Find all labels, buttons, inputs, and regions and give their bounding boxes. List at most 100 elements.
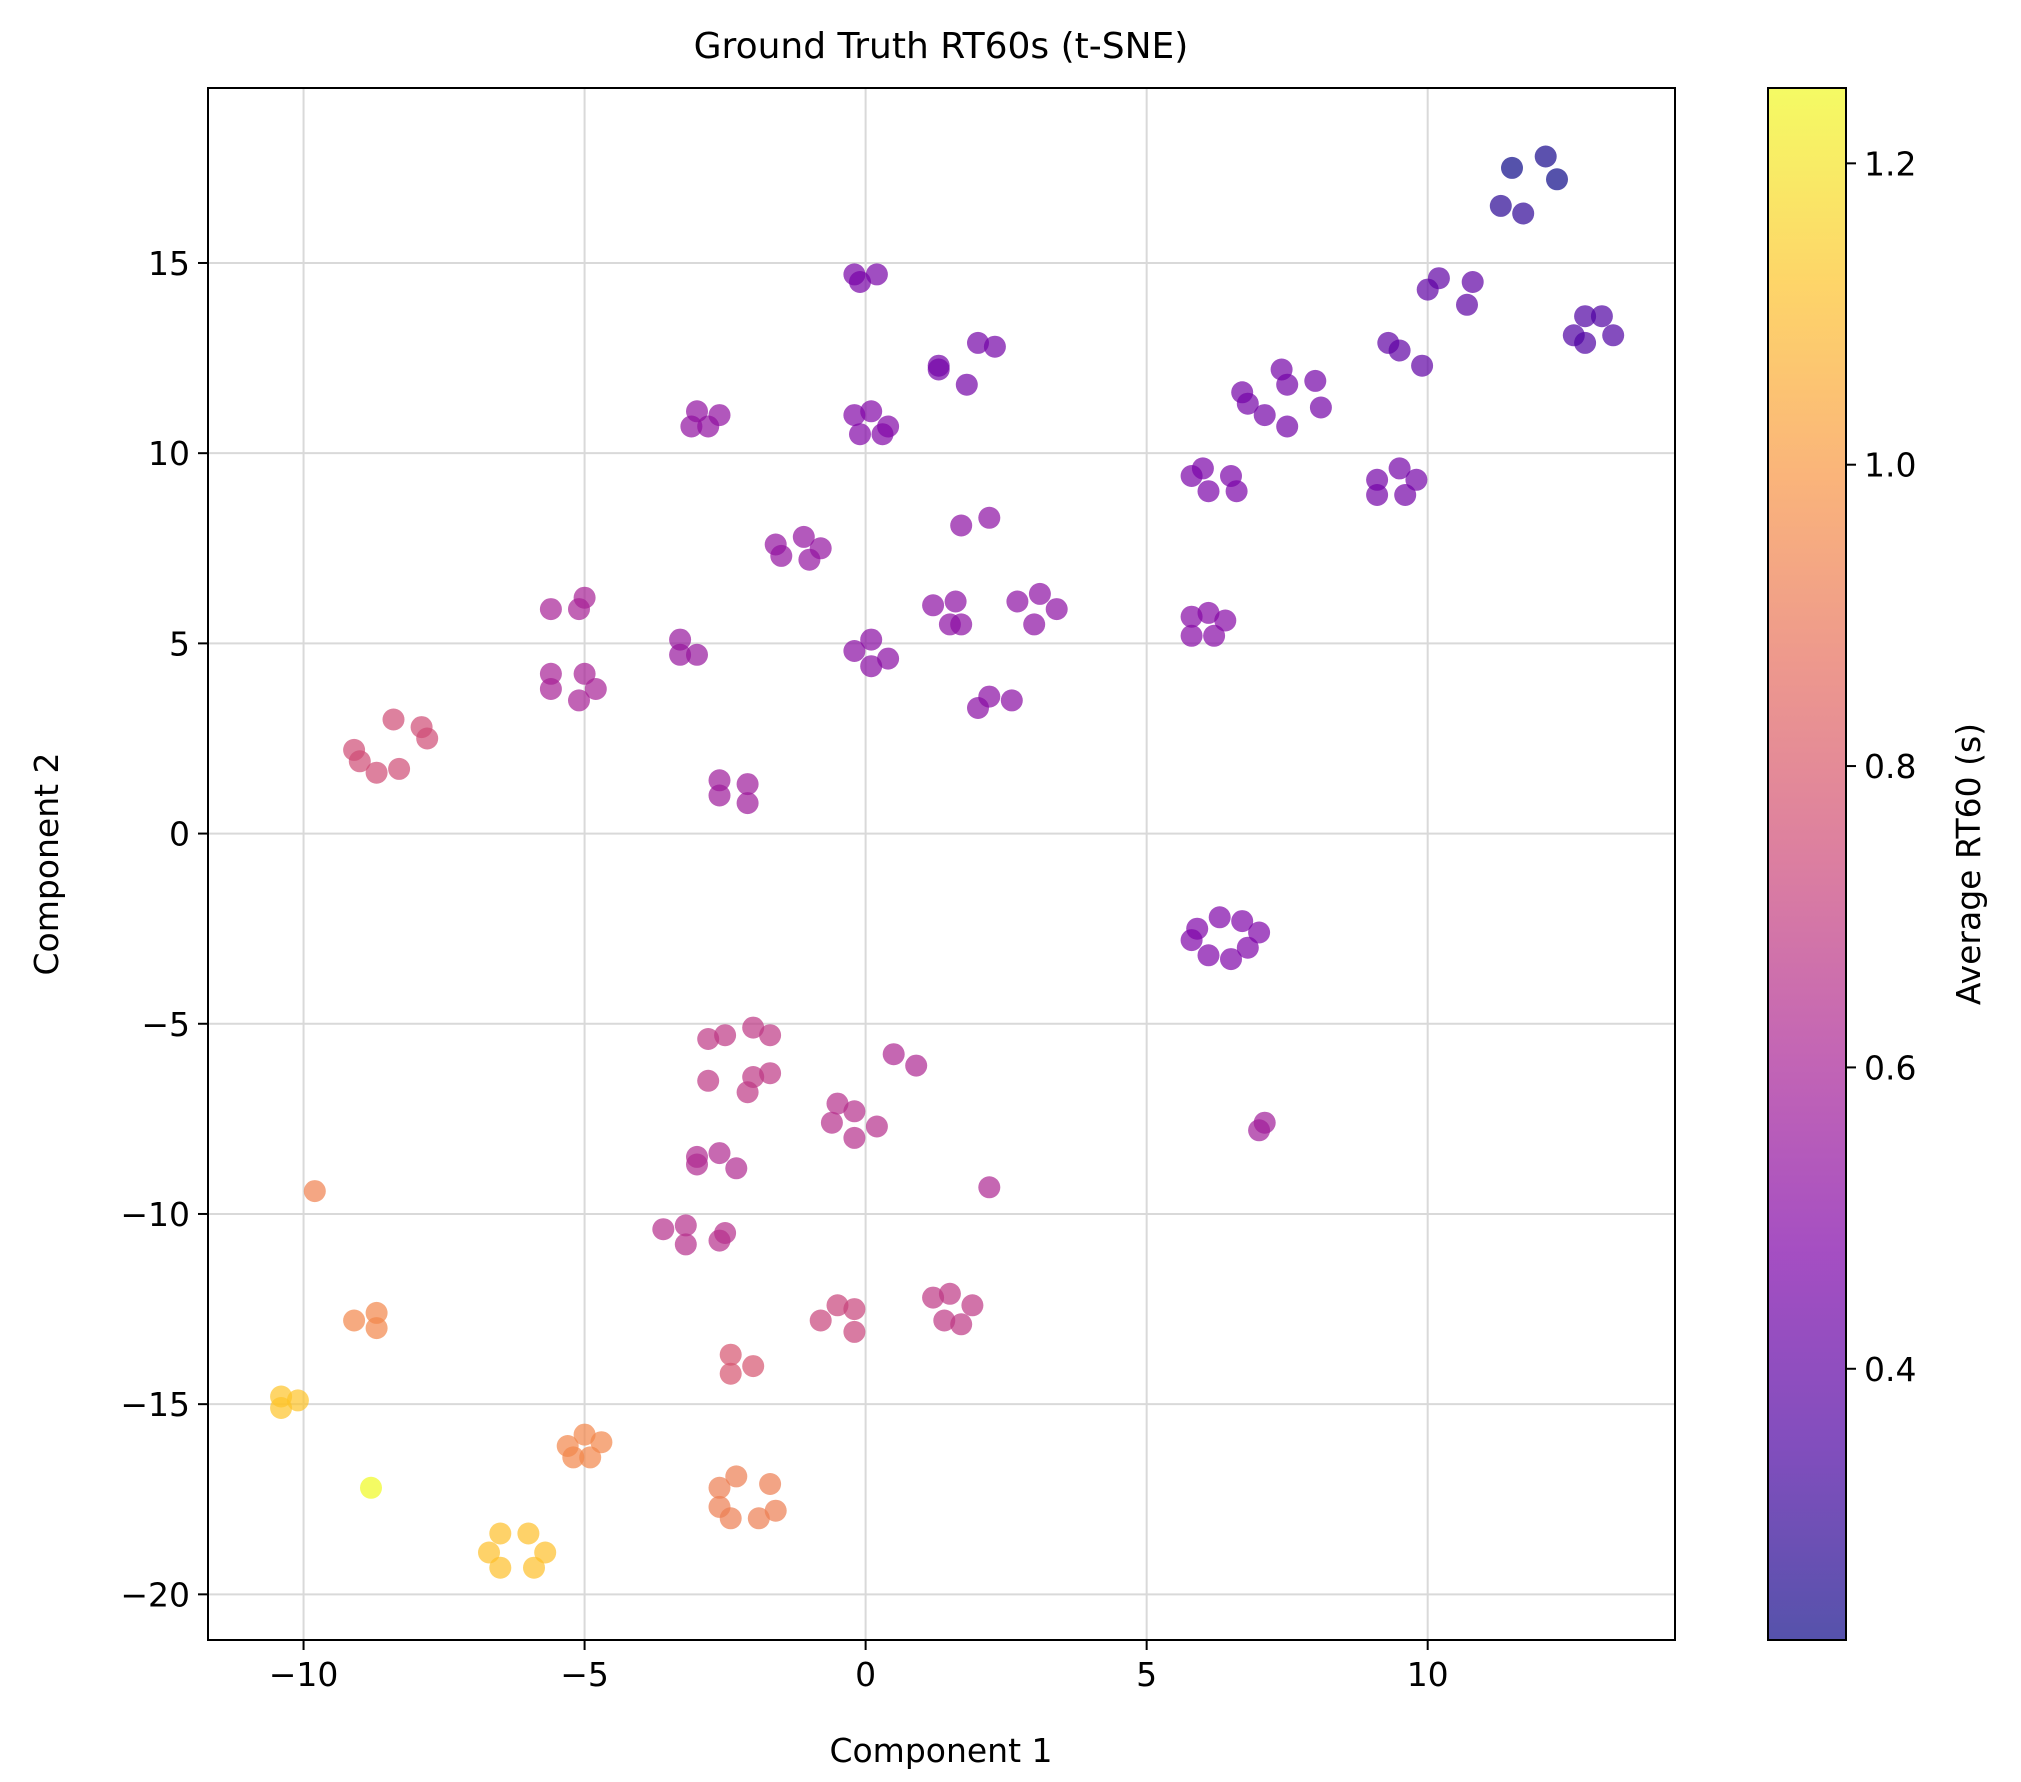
- data-point: [922, 594, 945, 617]
- data-point: [416, 727, 439, 750]
- colorbar-tick-label: 1.0: [1864, 446, 1916, 485]
- data-point: [933, 1309, 956, 1332]
- data-point: [1411, 354, 1434, 377]
- data-point: [669, 643, 692, 666]
- y-tick-label: −15: [120, 1385, 190, 1424]
- data-point: [365, 761, 388, 784]
- data-point: [882, 1043, 905, 1066]
- plot-frame: [207, 87, 1676, 1641]
- data-point: [539, 662, 562, 685]
- data-point: [1574, 305, 1597, 328]
- data-point: [843, 1100, 866, 1123]
- data-point: [697, 415, 720, 438]
- data-point: [967, 331, 989, 354]
- data-point: [719, 1362, 742, 1385]
- data-point: [697, 1028, 720, 1050]
- data-point: [944, 590, 967, 613]
- data-point: [1236, 936, 1259, 959]
- data-point: [843, 1298, 866, 1321]
- data-point: [849, 423, 871, 446]
- data-point: [719, 1507, 742, 1530]
- data-point: [747, 1507, 770, 1530]
- data-point: [843, 1126, 866, 1149]
- data-point: [489, 1522, 512, 1545]
- data-point: [1304, 369, 1327, 392]
- data-point: [1023, 613, 1046, 636]
- data-point: [1191, 457, 1214, 480]
- data-point: [719, 1343, 742, 1366]
- data-point: [938, 1282, 961, 1305]
- data-point: [759, 1062, 782, 1085]
- data-point: [568, 598, 590, 621]
- data-point: [568, 689, 590, 712]
- data-point: [1574, 331, 1597, 354]
- data-point: [270, 1397, 293, 1419]
- data-point: [978, 506, 1001, 529]
- data-point: [1006, 590, 1029, 613]
- colorbar-tick-label: 0.8: [1864, 747, 1916, 786]
- data-point: [686, 643, 708, 666]
- data-point: [877, 415, 900, 438]
- data-point: [562, 1446, 585, 1469]
- data-point: [708, 784, 731, 807]
- data-point: [1366, 468, 1389, 491]
- data-point: [697, 1069, 720, 1092]
- data-point: [1225, 480, 1248, 503]
- data-point: [865, 1115, 888, 1138]
- y-tick-label: 0: [169, 815, 190, 854]
- data-point: [1405, 468, 1428, 491]
- data-point: [1501, 156, 1523, 179]
- x-axis-label: Component 1: [829, 1731, 1052, 1770]
- data-point: [1186, 917, 1209, 940]
- data-point: [360, 1476, 382, 1499]
- data-point: [652, 1218, 675, 1241]
- colorbar-label: Average RT60 (s): [1949, 723, 1988, 1005]
- data-point: [1546, 168, 1568, 191]
- y-tick-label: −10: [120, 1195, 190, 1234]
- data-point: [865, 263, 888, 286]
- data-point: [365, 1317, 388, 1340]
- data-point: [686, 1153, 708, 1176]
- data-point: [1602, 324, 1625, 347]
- data-point: [770, 544, 793, 567]
- x-tick-label: −5: [560, 1655, 609, 1694]
- data-point: [365, 1301, 388, 1324]
- data-point: [927, 358, 950, 381]
- data-point: [539, 598, 562, 621]
- data-point: [792, 525, 815, 548]
- colorbar-tick-label: 0.6: [1864, 1048, 1916, 1087]
- data-point: [1461, 271, 1484, 293]
- data-point: [1456, 293, 1478, 316]
- data-point: [1180, 605, 1203, 628]
- y-axis-label: Component 2: [27, 752, 66, 975]
- data-point: [523, 1556, 545, 1579]
- colorbar-ticks: 0.4 0.6 0.8 1.0 1.2: [1846, 144, 1916, 1389]
- data-point: [1276, 415, 1299, 438]
- grid-lines: [208, 88, 1675, 1640]
- data-point: [1220, 948, 1242, 971]
- data-point: [736, 773, 759, 796]
- data-point: [1231, 910, 1254, 933]
- colorbar-tick-label: 1.2: [1864, 144, 1916, 183]
- data-point: [820, 1111, 843, 1134]
- data-point: [826, 1092, 849, 1115]
- data-point: [478, 1541, 500, 1564]
- data-point: [736, 792, 759, 815]
- x-tick-label: 5: [1136, 1655, 1157, 1694]
- data-point: [714, 1222, 737, 1244]
- data-point: [1394, 484, 1417, 506]
- data-point: [1590, 305, 1613, 328]
- data-point: [860, 400, 883, 423]
- data-point: [286, 1389, 309, 1412]
- x-tick-label: −10: [269, 1655, 339, 1694]
- y-tick-label: −20: [120, 1575, 190, 1614]
- data-point: [843, 640, 866, 662]
- data-point: [534, 1541, 557, 1564]
- data-point: [1512, 202, 1535, 225]
- data-point: [674, 1214, 697, 1237]
- data-point: [1388, 457, 1411, 480]
- data-point: [348, 750, 371, 773]
- data-point: [1045, 598, 1068, 621]
- data-point: [922, 1286, 945, 1309]
- data-point: [725, 1157, 748, 1180]
